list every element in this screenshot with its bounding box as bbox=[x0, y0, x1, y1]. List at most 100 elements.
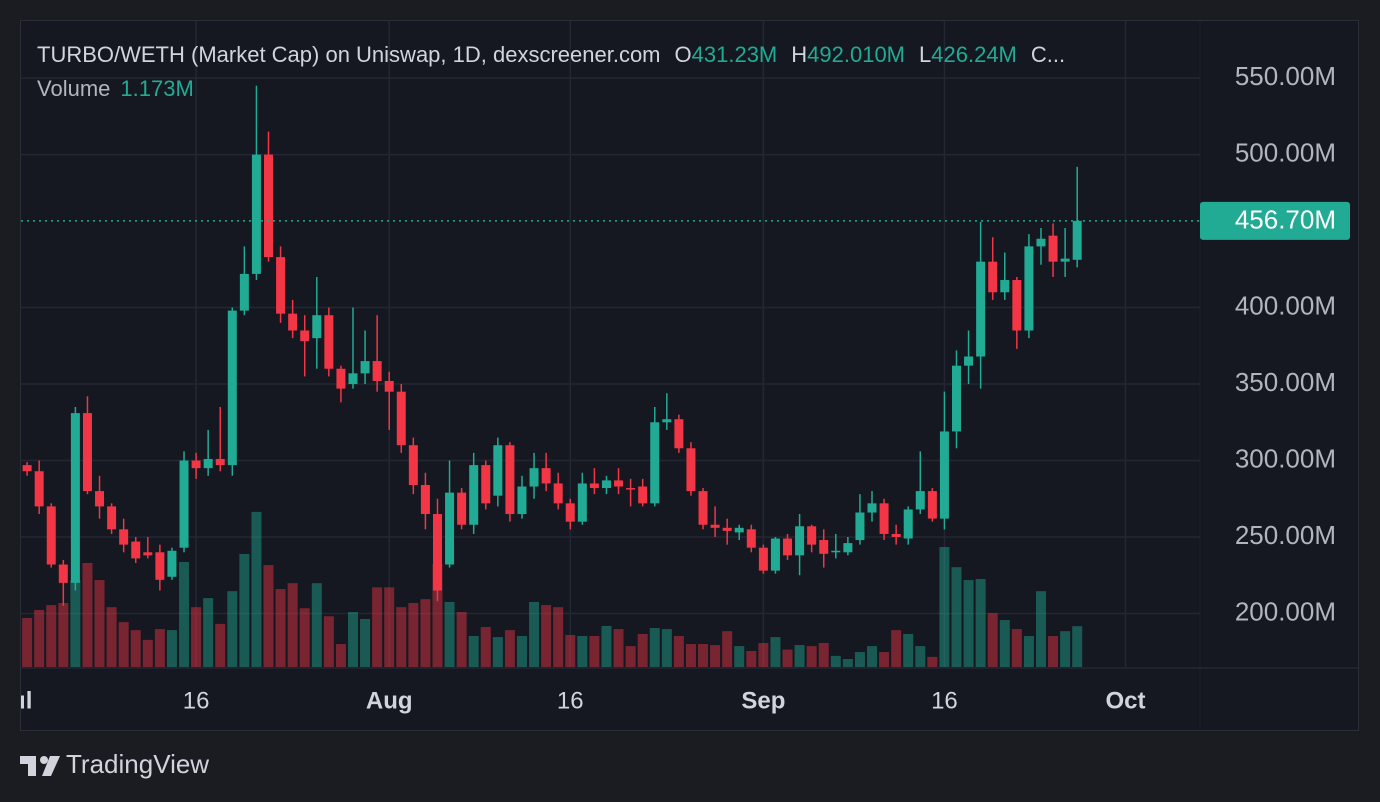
volume-name: Volume bbox=[37, 76, 110, 101]
volume-bar bbox=[975, 579, 986, 667]
volume-bar bbox=[70, 580, 81, 667]
volume-bar bbox=[504, 630, 515, 667]
candle-body bbox=[879, 503, 889, 534]
volume-bar bbox=[347, 612, 358, 667]
volume-value: 1.173M bbox=[120, 76, 193, 101]
volume-bar bbox=[734, 646, 745, 667]
volume-bar bbox=[191, 607, 202, 667]
candle-body bbox=[396, 391, 406, 446]
volume-bar bbox=[94, 580, 105, 667]
candle-body bbox=[831, 550, 841, 553]
volume-bar bbox=[432, 564, 443, 667]
y-tick-label: 550.00M bbox=[1235, 61, 1336, 91]
volume-bar bbox=[58, 603, 69, 667]
y-tick-label: 500.00M bbox=[1235, 137, 1336, 167]
volume-bar bbox=[203, 598, 214, 667]
y-tick-label: 250.00M bbox=[1235, 520, 1336, 550]
candle-body bbox=[915, 491, 925, 510]
volume-bar bbox=[770, 637, 781, 667]
candle-body bbox=[939, 431, 949, 519]
candle-body bbox=[107, 506, 117, 530]
volume-bar bbox=[106, 607, 117, 667]
volume-bar bbox=[794, 645, 805, 667]
volume-bar bbox=[830, 655, 841, 667]
candle-body bbox=[1000, 280, 1010, 293]
volume-bar bbox=[142, 639, 153, 667]
candle-body bbox=[95, 491, 105, 507]
candle-body bbox=[312, 315, 322, 339]
candle-body bbox=[529, 468, 539, 487]
volume-bar bbox=[215, 623, 226, 667]
candle-body bbox=[215, 458, 225, 466]
volume-bar bbox=[154, 629, 165, 667]
candle-body bbox=[70, 413, 80, 583]
candle-body bbox=[626, 488, 636, 490]
volume-bar bbox=[396, 607, 407, 667]
volume-bar bbox=[275, 589, 286, 667]
candle-body bbox=[493, 445, 503, 496]
candle-body bbox=[650, 422, 660, 504]
candle-body bbox=[34, 471, 44, 507]
volume-bar bbox=[601, 625, 612, 667]
legend-key: H bbox=[791, 42, 807, 67]
candle-body bbox=[203, 458, 213, 469]
legend-key: L bbox=[919, 42, 931, 67]
volume-bar bbox=[710, 645, 721, 667]
candle-body bbox=[276, 257, 286, 314]
candle-body bbox=[843, 543, 853, 553]
volume-bar bbox=[529, 601, 540, 667]
volume-bar bbox=[372, 587, 383, 667]
volume-bar bbox=[963, 580, 974, 667]
volume-bar bbox=[1048, 636, 1059, 667]
x-tick-label: Sep bbox=[741, 687, 785, 714]
candle-body bbox=[686, 448, 696, 492]
candle-body bbox=[1072, 220, 1082, 260]
candle-body bbox=[1036, 238, 1046, 247]
candle-body bbox=[807, 526, 817, 545]
volume-bar bbox=[456, 612, 467, 667]
volume-bar bbox=[625, 646, 636, 667]
candle-body bbox=[191, 460, 201, 469]
candle-body bbox=[1012, 280, 1022, 331]
y-tick-label: 400.00M bbox=[1235, 290, 1336, 320]
candle-body bbox=[239, 273, 249, 311]
legend-title: TURBO/WETH (Market Cap) on Uniswap, 1D, … bbox=[37, 42, 661, 67]
candle-body bbox=[1024, 246, 1034, 331]
volume-bar bbox=[577, 636, 588, 667]
x-tick-label: Aug bbox=[366, 687, 413, 714]
volume-bar bbox=[939, 547, 950, 667]
volume-bar bbox=[589, 636, 600, 667]
volume-bar bbox=[82, 563, 93, 667]
legend-value: 431.23M bbox=[692, 42, 778, 67]
volume-bar bbox=[384, 587, 395, 667]
legend-value: 426.24M bbox=[931, 42, 1017, 67]
candle-body bbox=[82, 413, 92, 492]
candle-body bbox=[251, 154, 261, 274]
candle-body bbox=[783, 538, 793, 556]
brand-name: TradingView bbox=[66, 749, 209, 779]
candle-body bbox=[336, 368, 346, 389]
volume-bar bbox=[649, 628, 660, 667]
candle-body bbox=[553, 483, 563, 504]
volume-bar bbox=[685, 644, 696, 667]
volume-bar bbox=[287, 583, 298, 667]
legend: TURBO/WETH (Market Cap) on Uniswap, 1D, … bbox=[37, 42, 1065, 67]
y-tick-label: 300.00M bbox=[1235, 443, 1336, 473]
volume-bar bbox=[179, 561, 190, 667]
candle-body bbox=[988, 261, 998, 293]
candle-body bbox=[143, 552, 153, 556]
last-price-label: 456.70M bbox=[1235, 205, 1336, 235]
volume-bar bbox=[408, 603, 419, 667]
candle-body bbox=[927, 491, 937, 519]
volume-bar bbox=[879, 652, 890, 667]
candle-body bbox=[541, 468, 551, 484]
x-tick-label: 16 bbox=[183, 687, 210, 714]
volume-bar bbox=[444, 601, 455, 667]
candle-body bbox=[119, 529, 129, 545]
candle-body bbox=[746, 529, 756, 548]
candle-body bbox=[264, 154, 274, 258]
x-tick-label: 16 bbox=[931, 687, 958, 714]
candle-body bbox=[288, 313, 298, 331]
volume-bar bbox=[360, 619, 371, 667]
volume-bar bbox=[673, 636, 684, 667]
